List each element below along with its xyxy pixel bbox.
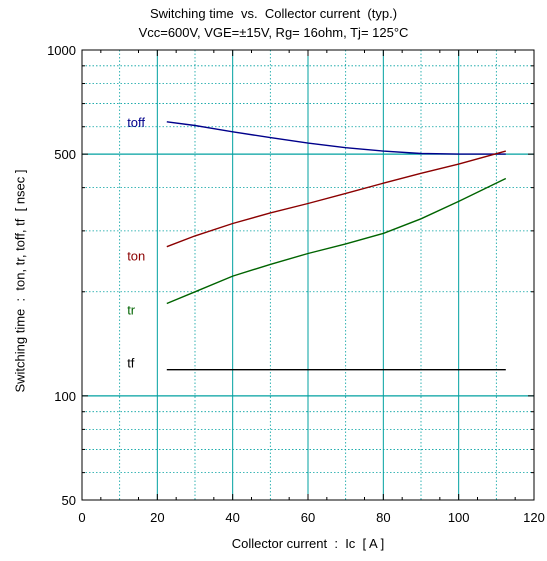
- x-axis-label: Collector current : Ic [ A ]: [231, 536, 385, 551]
- y-tick-label: 100: [54, 389, 76, 404]
- y-tick-label: 1000: [47, 43, 76, 58]
- series-label-tr: tr: [127, 302, 136, 317]
- y-tick-label: 500: [54, 147, 76, 162]
- series-line-ton: [166, 150, 506, 248]
- x-tick-label: 60: [301, 510, 315, 525]
- x-tick-label: 20: [150, 510, 164, 525]
- x-tick-label: 80: [376, 510, 390, 525]
- series-line-tr: [166, 177, 507, 305]
- series-label-toff: toff: [127, 115, 145, 130]
- x-tick-label: 100: [448, 510, 470, 525]
- series-line-toff: [166, 121, 506, 155]
- series-label-tf: tf: [127, 355, 135, 370]
- x-tick-label: 120: [523, 510, 545, 525]
- y-tick-label: 50: [62, 493, 76, 508]
- x-tick-label: 0: [78, 510, 85, 525]
- chart-title: Switching time vs. Collector current (ty…: [149, 6, 398, 21]
- y-axis-label: Switching time : ton, tr, toff, tf [ nse…: [12, 169, 28, 393]
- x-tick-label: 40: [225, 510, 239, 525]
- chart-subtitle: Vcc=600V, VGE=±15V, Rg= 16ohm, Tj= 125°C: [138, 25, 409, 40]
- series-label-ton: ton: [127, 248, 145, 263]
